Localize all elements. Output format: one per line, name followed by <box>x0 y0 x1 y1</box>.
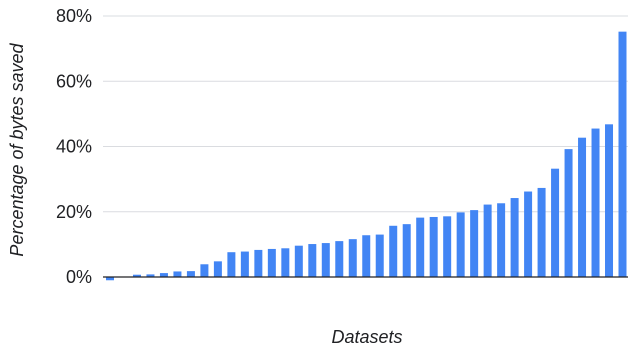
bar <box>389 225 398 277</box>
bar <box>294 245 303 277</box>
x-axis-label: Datasets <box>331 327 402 347</box>
bar <box>551 168 560 277</box>
bar <box>375 234 384 277</box>
y-tick-label: 0% <box>66 267 92 287</box>
y-tick-labels: 0% 20% 40% 60% 80% <box>56 6 92 287</box>
bar <box>443 216 452 277</box>
bar <box>213 261 222 277</box>
bar <box>267 248 276 277</box>
bar <box>106 277 114 281</box>
bar <box>348 239 357 277</box>
bar <box>146 274 155 277</box>
y-tick-label: 40% <box>56 137 92 157</box>
y-axis-label: Percentage of bytes saved <box>7 42 27 256</box>
bar <box>456 212 465 277</box>
bar <box>321 243 330 277</box>
bar <box>605 124 614 277</box>
bar <box>200 264 209 277</box>
bar <box>618 31 627 277</box>
bar <box>591 128 600 277</box>
y-tick-label: 80% <box>56 6 92 26</box>
bar <box>227 252 236 277</box>
bar <box>416 217 425 277</box>
bar <box>524 191 533 277</box>
bar <box>254 249 263 277</box>
bar <box>578 137 587 277</box>
bar <box>186 271 195 277</box>
bar <box>308 244 317 277</box>
bar <box>362 235 371 277</box>
bar <box>281 248 290 277</box>
bar <box>564 149 573 277</box>
bar <box>335 241 344 277</box>
gridlines <box>103 15 628 213</box>
bars <box>106 31 627 281</box>
bar <box>497 203 506 277</box>
bar <box>470 210 479 277</box>
y-tick-label: 60% <box>56 71 92 91</box>
bar <box>173 271 182 277</box>
bar <box>483 204 492 277</box>
bar <box>402 224 411 277</box>
bar <box>537 187 546 277</box>
bar <box>132 274 141 277</box>
bar <box>510 198 519 277</box>
bar <box>240 251 249 277</box>
y-tick-label: 20% <box>56 202 92 222</box>
bar <box>429 216 438 277</box>
bar <box>159 273 168 277</box>
